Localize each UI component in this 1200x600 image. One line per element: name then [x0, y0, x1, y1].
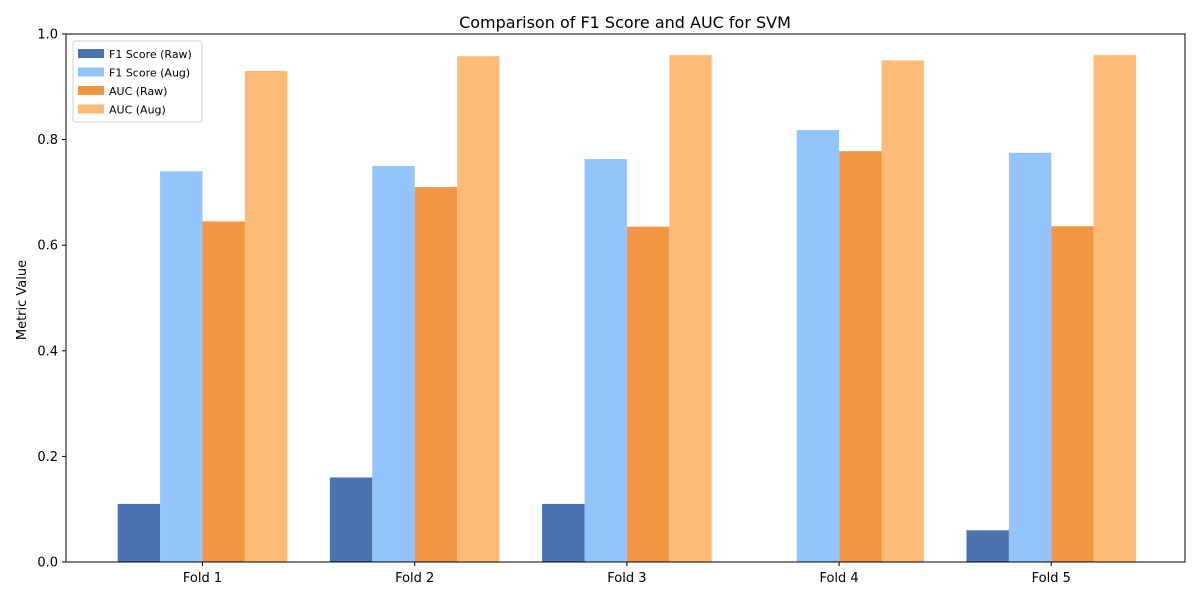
y-axis-title: Metric Value	[15, 260, 30, 340]
bar	[1008, 152, 1052, 563]
bar	[329, 477, 373, 562]
x-tick-label: Fold 3	[607, 571, 646, 586]
bar	[202, 221, 245, 562]
legend-box	[72, 40, 203, 123]
legend-label: AUC (Raw)	[109, 85, 167, 98]
legend-label: F1 Score (Aug)	[109, 67, 190, 80]
y-tick-label: 0.0	[37, 556, 58, 571]
bar	[1051, 226, 1094, 562]
bar	[542, 503, 585, 562]
chart-title: Comparison of F1 Score and AUC for SVM	[459, 13, 791, 32]
y-tick-label: 0.8	[37, 133, 58, 148]
x-tick-label: Fold 5	[1032, 571, 1071, 586]
bar	[584, 159, 627, 562]
bar	[244, 71, 288, 562]
bar	[796, 130, 840, 562]
bar	[626, 226, 670, 562]
axes-layer: 0.0 0.2 0.4 0.6 0.8 1.0 Fold 1 Fold 2 Fold 3 Fold…	[37, 28, 1186, 586]
y-tick-label: 0.4	[37, 344, 58, 359]
bar	[669, 55, 712, 562]
bar	[457, 56, 500, 562]
bar	[414, 187, 458, 562]
bar	[1093, 55, 1137, 562]
y-tick-label: 0.2	[37, 450, 58, 465]
x-tick-label: Fold 4	[819, 571, 858, 586]
bar	[966, 530, 1009, 562]
legend-label: AUC (Aug)	[109, 104, 166, 117]
x-tick-label: Fold 1	[183, 571, 222, 586]
bar	[117, 503, 161, 562]
legend-swatch	[78, 49, 104, 58]
legend-swatch	[78, 67, 104, 77]
y-tick-label: 0.6	[37, 239, 58, 254]
y-tick-label: 1.0	[37, 28, 58, 43]
legend: F1 Score (Raw) F1 Score (Aug) AUC (Raw) AUC…	[72, 40, 203, 123]
plot-frame	[65, 33, 1186, 563]
legend-swatch	[78, 86, 104, 95]
bars-layer	[117, 55, 1137, 563]
bar	[881, 60, 924, 563]
bar	[160, 171, 203, 563]
bar	[839, 151, 882, 562]
bar	[372, 166, 415, 562]
legend-label: F1 Score (Raw)	[109, 48, 192, 61]
x-tick-label: Fold 2	[395, 571, 434, 586]
legend-swatch	[78, 104, 104, 114]
